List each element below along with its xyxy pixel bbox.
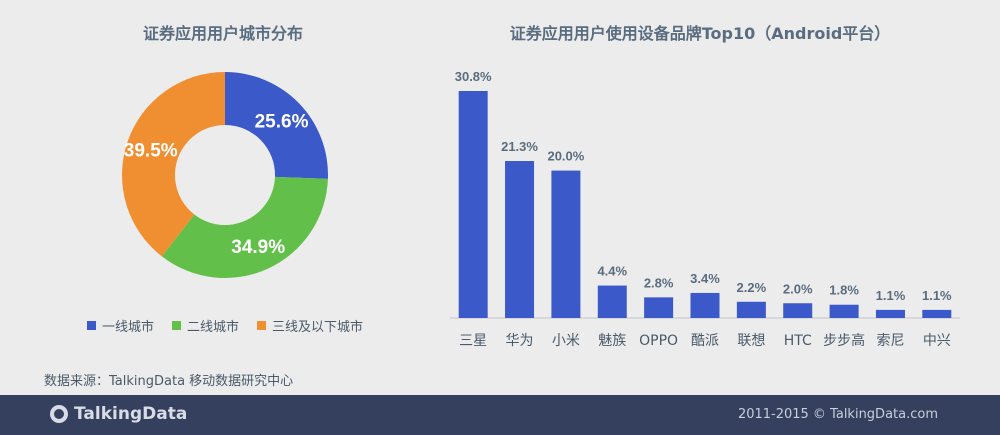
footer-bar: TalkingData 2011-2015 © TalkingData.com <box>0 395 1000 435</box>
bar-10 <box>875 309 905 318</box>
legend-label-tier2: 二线城市 <box>187 320 240 335</box>
donut-slice-2 <box>161 176 328 278</box>
bar-category-label-7: 联想 <box>737 333 765 349</box>
bar-value-label-1: 30.8% <box>455 69 492 84</box>
legend-label-tier1: 一线城市 <box>102 320 155 335</box>
footer-logo: TalkingData <box>50 404 187 424</box>
footer-copyright: 2011-2015 © TalkingData.com <box>737 407 938 422</box>
bar-4 <box>597 285 627 318</box>
donut-slice-3 <box>121 72 225 257</box>
bar-category-label-6: 酷派 <box>691 333 719 349</box>
bar-chart-title: 证券应用用户使用设备品牌Top10（Android平台） <box>509 24 891 43</box>
bar-value-label-5: 2.8% <box>644 275 674 290</box>
bar-5 <box>644 297 674 318</box>
donut-legend: 一线城市 二线城市 三线及以下城市 <box>87 316 363 335</box>
bar-category-label-10: 索尼 <box>876 332 904 349</box>
source-note: 数据来源：TalkingData 移动数据研究中心 <box>44 374 294 389</box>
donut-slice-label-3: 39.5% <box>124 141 178 162</box>
talkingdata-logo-icon <box>50 405 68 423</box>
bar-3 <box>551 170 581 318</box>
bar-value-label-11: 1.1% <box>922 288 952 303</box>
bar-value-label-4: 4.4% <box>597 264 627 279</box>
legend-item-tier2: 二线城市 <box>172 316 239 335</box>
bar-value-label-8: 2.0% <box>783 281 813 296</box>
legend-label-tier3: 三线及以下城市 <box>272 320 364 335</box>
bar-chart: 30.8% 三星 21.3% 华为 20.0% 小米 4.4% 魅族 2.8% OPPO 3.4% 酷… <box>450 69 960 349</box>
bar-2 <box>505 161 535 318</box>
legend-item-tier1: 一线城市 <box>87 316 154 335</box>
bar-1 <box>458 91 488 318</box>
bar-category-label-4: 魅族 <box>598 333 626 349</box>
bar-category-label-5: OPPO <box>639 333 678 349</box>
donut-slice-label-2: 34.9% <box>231 237 285 258</box>
bar-category-label-9: 步步高 <box>823 332 865 349</box>
bar-7 <box>736 301 766 318</box>
legend-swatch-tier3 <box>257 321 267 330</box>
legend-swatch-tier1 <box>87 321 96 330</box>
bar-value-label-3: 20.0% <box>547 149 584 164</box>
donut-chart: 25.6% 34.9% 39.5% <box>121 72 328 278</box>
bar-value-label-9: 1.8% <box>829 283 859 298</box>
bar-6 <box>690 292 720 318</box>
bar-9 <box>829 304 859 318</box>
bar-8 <box>783 303 813 318</box>
bar-category-label-1: 三星 <box>459 333 487 349</box>
legend-swatch-tier2 <box>172 321 182 330</box>
footer-logo-text: TalkingData <box>74 404 188 424</box>
bar-value-label-7: 2.2% <box>737 280 767 295</box>
bar-category-label-11: 中兴 <box>923 333 951 349</box>
bar-value-label-6: 3.4% <box>690 271 720 286</box>
bar-11 <box>922 309 952 318</box>
donut-slice-1 <box>225 72 328 179</box>
donut-slice-label-1: 25.6% <box>255 112 309 133</box>
bar-category-label-2: 华为 <box>506 333 534 349</box>
bar-value-label-10: 1.1% <box>876 288 906 303</box>
legend-item-tier3: 三线及以下城市 <box>257 316 363 335</box>
donut-chart-title: 证券应用用户城市分布 <box>142 24 303 43</box>
bar-value-label-2: 21.3% <box>501 139 538 154</box>
bar-category-label-3: 小米 <box>552 333 580 349</box>
bar-category-label-8: HTC <box>784 333 812 349</box>
